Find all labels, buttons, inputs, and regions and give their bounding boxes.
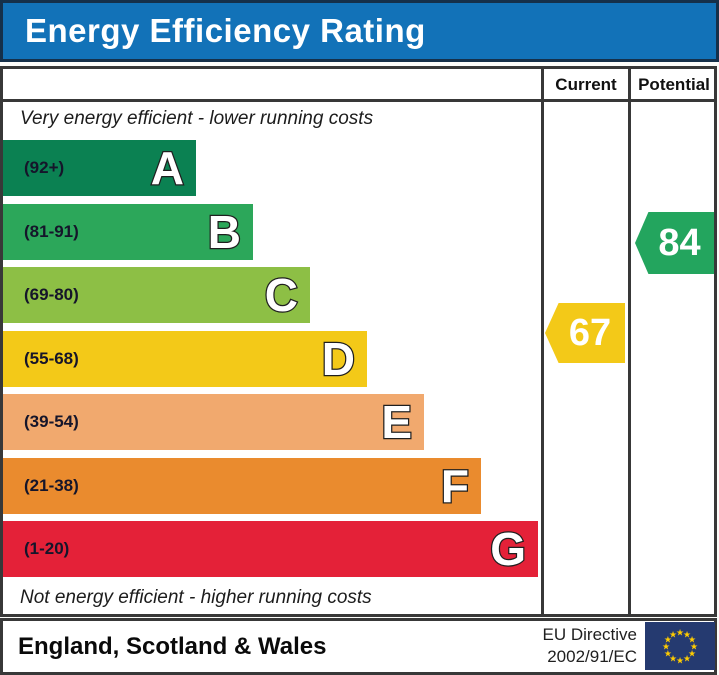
- eu-directive-label: EU Directive 2002/91/EC: [543, 624, 637, 668]
- band-range-label: (81-91): [24, 222, 79, 241]
- current-column-divider: [541, 66, 544, 617]
- svg-text:★: ★: [683, 655, 691, 665]
- current-rating-marker: 67: [545, 303, 625, 363]
- potential-column-divider: [628, 66, 631, 617]
- band-row-e: (39-54) E: [3, 394, 424, 450]
- band-row-d: (55-68) D: [3, 331, 367, 387]
- svg-text:★: ★: [688, 650, 696, 660]
- page-title: Energy Efficiency Rating: [25, 12, 426, 49]
- efficient-note: Very energy efficient - lower running co…: [20, 108, 374, 129]
- table-header-divider: [0, 99, 717, 102]
- band-bar-d: (55-68) D: [3, 331, 367, 387]
- svg-text:★: ★: [688, 636, 696, 646]
- svg-text:★: ★: [690, 643, 698, 653]
- footer: [0, 618, 717, 675]
- svg-text:★: ★: [669, 655, 677, 665]
- svg-text:★: ★: [662, 643, 670, 653]
- svg-text:★: ★: [676, 629, 684, 639]
- potential-rating-marker: 84: [635, 212, 714, 274]
- potential-column-header: Potential: [638, 75, 710, 94]
- svg-text:★: ★: [664, 636, 672, 646]
- band-bar-c: (69-80) C: [3, 267, 310, 323]
- band-letter: B: [207, 206, 243, 258]
- svg-text:★: ★: [669, 630, 677, 640]
- band-range-label: (1-20): [24, 539, 70, 558]
- band-letter: E: [380, 396, 413, 448]
- current-column-header: Current: [555, 75, 617, 94]
- band-row-b: (81-91) B: [3, 204, 253, 260]
- eu-flag-icon: ★ ★ ★ ★ ★ ★ ★ ★ ★ ★ ★ ★: [645, 622, 715, 670]
- svg-text:★: ★: [664, 650, 672, 660]
- band-range-label: (92+): [24, 158, 65, 177]
- band-range-label: (55-68): [24, 349, 79, 368]
- eu-directive-line1: EU Directive: [542, 625, 637, 644]
- band-bar-f: (21-38) F: [3, 458, 481, 514]
- band-range-label: (39-54): [24, 412, 79, 431]
- region-label: England, Scotland & Wales: [18, 632, 327, 660]
- band-letter: A: [150, 142, 186, 194]
- band-bar-e: (39-54) E: [3, 394, 424, 450]
- band-bar-b: (81-91) B: [3, 204, 253, 260]
- band-letter: D: [321, 333, 357, 385]
- chart-header: Energy Efficiency Rating: [0, 0, 719, 62]
- current-rating-value: 67: [568, 311, 612, 354]
- band-row-c: (69-80) C: [3, 267, 310, 323]
- inefficient-note: Not energy efficient - higher running co…: [20, 587, 372, 608]
- potential-rating-value: 84: [658, 221, 701, 264]
- band-row-f: (21-38) F: [3, 458, 481, 514]
- band-bar-a: (92+) A: [3, 140, 196, 196]
- band-letter: G: [489, 523, 527, 575]
- band-letter: C: [264, 269, 300, 321]
- eu-directive-line2: 2002/91/EC: [547, 647, 637, 666]
- svg-text:★: ★: [683, 630, 691, 640]
- svg-text:★: ★: [676, 657, 684, 667]
- band-range-label: (21-38): [24, 476, 79, 495]
- band-bar-g: (1-20) G: [3, 521, 538, 577]
- band-row-a: (92+) A: [3, 140, 196, 196]
- band-letter: F: [440, 460, 471, 512]
- band-range-label: (69-80): [24, 285, 79, 304]
- band-row-g: (1-20) G: [3, 521, 538, 577]
